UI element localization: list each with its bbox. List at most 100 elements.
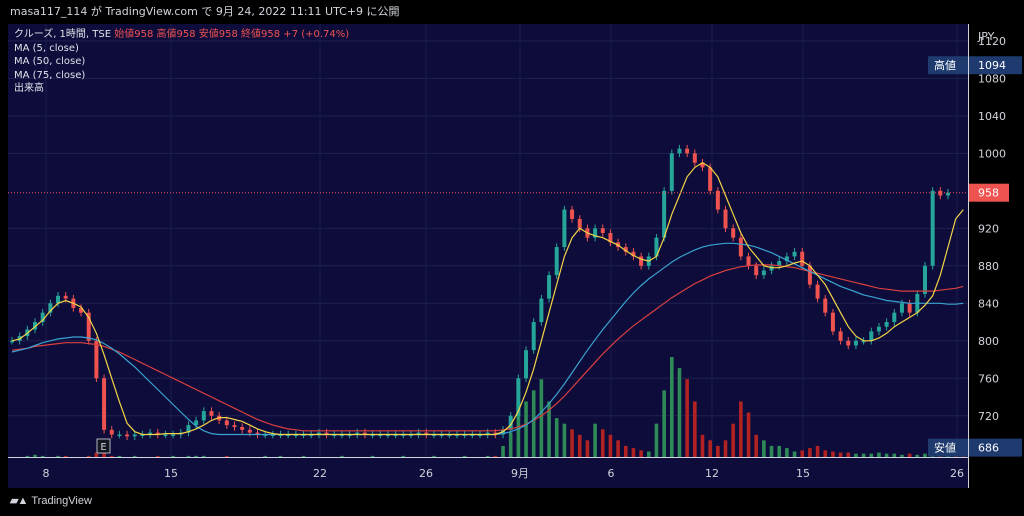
candle-body-65	[508, 415, 513, 430]
candle-body-112	[869, 331, 874, 341]
volume-bar-119	[923, 453, 927, 457]
candle-body-31	[247, 429, 252, 433]
candle-body-92	[715, 190, 720, 210]
volume-bar-107	[831, 451, 835, 457]
volume-bar-51	[401, 455, 406, 457]
publish-header: masa117_114 が TradingView.com で 9月 24, 2…	[0, 0, 1024, 24]
last-price-label: 958	[978, 187, 999, 200]
candle-body-47	[370, 434, 375, 437]
y-tick-label-5: 880	[978, 260, 999, 273]
candle-body-17	[140, 434, 145, 437]
candle-body-63	[493, 432, 498, 435]
chart-plot-area[interactable]	[8, 24, 968, 488]
candle-body-15	[125, 434, 130, 437]
candle-body-32	[255, 432, 260, 435]
legend-symbol[interactable]: クルーズ, 1時間, TSE	[14, 29, 112, 40]
candle-body-74	[577, 218, 582, 229]
volume-bar-43	[340, 455, 344, 457]
volume-bar-79	[616, 440, 620, 457]
candle-body-19	[155, 432, 160, 435]
candle-body-4	[40, 312, 45, 323]
volume-bar-25	[202, 455, 206, 457]
volume-bar-111	[861, 453, 866, 457]
volume-bar-62	[485, 455, 490, 457]
candle-body-6	[56, 295, 61, 304]
volume-bar-67	[524, 401, 528, 457]
legend-ma50[interactable]: MA (50, close)	[14, 56, 86, 67]
candle-body-120	[930, 190, 935, 266]
candle-body-113	[876, 326, 881, 332]
volume-bar-92	[716, 445, 720, 457]
legend-ma5[interactable]: MA (5, close)	[14, 42, 79, 54]
candle-body-26	[209, 411, 214, 416]
x-tick-label-6: 12	[705, 467, 719, 480]
candle-body-36	[286, 434, 291, 437]
volume-bar-75	[585, 440, 590, 457]
low-label: 安値	[934, 441, 956, 455]
tradingview-brand[interactable]: ▰▲ TradingView	[10, 494, 92, 507]
candle-body-72	[562, 209, 567, 248]
candle-body-88	[685, 148, 690, 154]
ma5-line	[11, 161, 964, 436]
price-axis-panel[interactable]	[968, 24, 1024, 488]
x-tick-label-7: 15	[796, 467, 810, 480]
volume-bar-38	[301, 455, 306, 457]
left-margin	[0, 24, 8, 488]
volume-bar-91	[708, 440, 712, 457]
volume-bar-104	[808, 448, 812, 457]
candle-body-49	[385, 434, 390, 437]
volume-bar-106	[823, 450, 828, 457]
candle-body-107	[830, 312, 835, 332]
candle-body-80	[623, 247, 628, 252]
volume-bar-28	[225, 455, 229, 457]
legend-ma75[interactable]: MA (75, close)	[14, 69, 86, 81]
candle-body-93	[723, 209, 728, 229]
candle-body-38	[301, 434, 306, 437]
candle-body-105	[815, 284, 820, 299]
candle-body-62	[485, 432, 490, 435]
volume-bar-47	[370, 455, 375, 457]
candle-body-59	[462, 434, 467, 437]
volume-bar-80	[623, 445, 628, 457]
volume-bar-109	[846, 452, 851, 457]
volume-bar-24	[194, 455, 198, 457]
candle-body-61	[478, 434, 482, 437]
candle-body-103	[800, 251, 805, 266]
x-tick-label-4: 9月	[511, 467, 529, 480]
tradingview-logo-icon: ▰▲	[10, 495, 28, 507]
candle-body-56	[439, 434, 444, 437]
candle-body-9	[79, 307, 84, 313]
candle-body-73	[570, 209, 575, 219]
volume-bar-94	[731, 423, 735, 457]
chart-legend: クルーズ, 1時間, TSE 始値958 高値958 安値958 終値958 +…	[14, 28, 349, 96]
candle-body-84	[654, 237, 659, 257]
volume-bar-99	[769, 445, 774, 457]
candle-body-53	[416, 432, 421, 435]
candle-body-20	[163, 434, 168, 437]
candle-body-12	[102, 378, 107, 430]
candle-body-87	[677, 148, 682, 154]
candle-body-101	[784, 256, 789, 262]
high-label: 高値	[934, 58, 956, 72]
candle-body-66	[516, 378, 521, 416]
candle-body-67	[524, 350, 529, 379]
volume-bar-33	[263, 455, 267, 457]
volume-bar-81	[631, 448, 636, 457]
y-tick-label-7: 800	[978, 335, 999, 348]
x-tick-label-5: 6	[608, 467, 615, 480]
volume-bar-70	[547, 401, 551, 457]
volume-bar-6	[56, 455, 60, 457]
candle-body-21	[171, 434, 176, 437]
candle-body-81	[631, 251, 636, 257]
candle-body-50	[393, 434, 398, 437]
candle-body-78	[608, 233, 613, 243]
candle-body-16	[132, 434, 137, 437]
candle-body-122	[946, 192, 950, 196]
footer-bar	[0, 488, 1024, 516]
y-tick-label-3: 1000	[978, 147, 1006, 160]
candle-body-95	[738, 237, 743, 257]
legend-volume[interactable]: 出来高	[14, 83, 44, 94]
candle-body-60	[470, 434, 475, 437]
candle-body-108	[838, 331, 843, 341]
